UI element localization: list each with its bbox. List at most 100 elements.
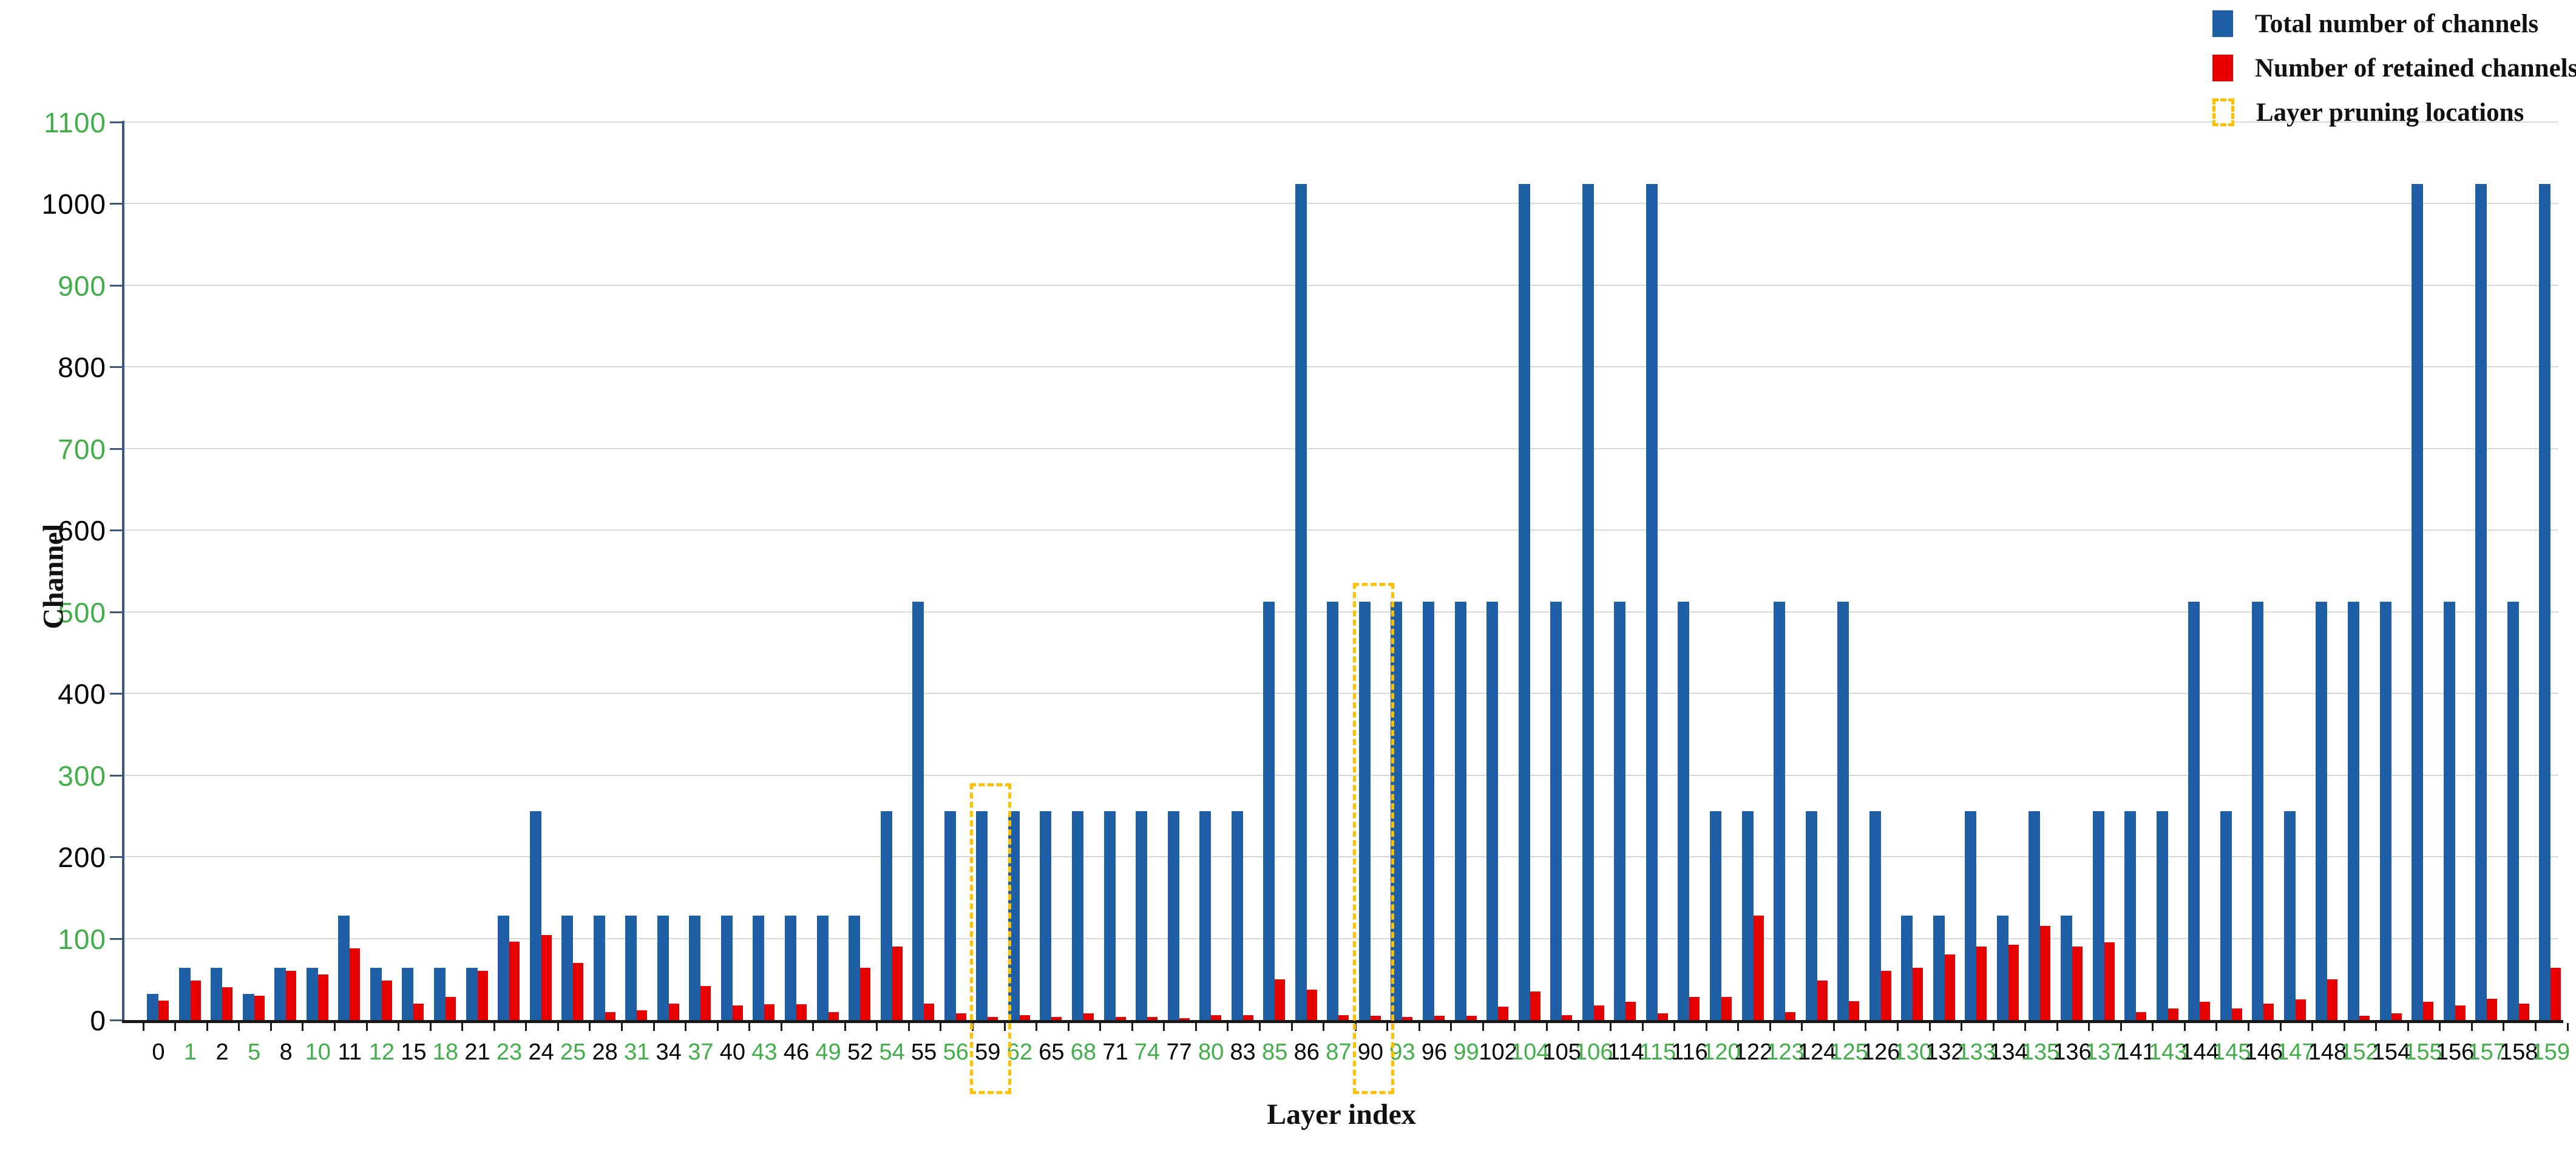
bar-total-channels xyxy=(1071,811,1083,1020)
y-tick-mark xyxy=(110,366,124,368)
bar-retained-channels xyxy=(1051,1016,1062,1020)
bar-total-channels xyxy=(2507,602,2519,1020)
x-axis-tick-mark xyxy=(1992,1023,1995,1031)
x-axis-tick-mark xyxy=(2024,1023,2027,1031)
y-tick-label: 700 xyxy=(58,433,106,465)
bar-retained-channels xyxy=(1179,1018,1190,1020)
y-tick-label: 1000 xyxy=(41,188,106,220)
gridline xyxy=(124,529,2558,531)
bar-retained-channels xyxy=(477,971,488,1020)
x-axis-tick-mark xyxy=(1801,1023,1803,1031)
y-tick-label: 900 xyxy=(58,270,106,302)
bar-total-channels xyxy=(816,915,829,1020)
x-tick-label: 12 xyxy=(368,1039,395,1065)
x-tick-label: 126 xyxy=(1861,1039,1900,1065)
bar-retained-channels xyxy=(381,981,392,1020)
bar-retained-channels xyxy=(700,985,711,1020)
x-tick-label: 10 xyxy=(305,1039,331,1065)
y-tick-mark xyxy=(110,937,124,940)
bar-total-channels xyxy=(1327,602,1339,1020)
bar-retained-channels xyxy=(317,974,328,1020)
x-tick-label: 106 xyxy=(1574,1039,1613,1065)
bar-total-channels xyxy=(657,915,669,1020)
bar-retained-channels xyxy=(1498,1007,1509,1020)
bar-retained-channels xyxy=(509,941,520,1020)
x-tick-label: 49 xyxy=(815,1039,841,1065)
x-tick-label: 85 xyxy=(1262,1039,1288,1065)
x-tick-label: 114 xyxy=(1607,1039,1644,1065)
x-tick-label: 122 xyxy=(1734,1039,1773,1065)
x-tick-label: 86 xyxy=(1293,1039,1320,1065)
legend-label: Number of retained channels xyxy=(2255,53,2576,83)
x-axis-tick-mark xyxy=(1514,1023,1516,1031)
x-tick-label: 77 xyxy=(1166,1039,1192,1065)
bar-total-channels xyxy=(498,915,510,1020)
x-tick-label: 46 xyxy=(783,1039,810,1065)
bar-total-channels xyxy=(1040,811,1052,1020)
bar-retained-channels xyxy=(158,1000,169,1020)
bar-total-channels xyxy=(2283,811,2296,1020)
x-axis-tick-mark xyxy=(2566,1023,2569,1031)
x-axis-tick-mark xyxy=(1195,1023,1197,1031)
x-tick-label: 2 xyxy=(215,1039,229,1065)
y-axis-title: Channel xyxy=(37,523,70,630)
bar-total-channels xyxy=(1103,811,1116,1020)
y-tick-mark xyxy=(110,121,124,123)
x-axis-tick-mark xyxy=(461,1023,464,1031)
x-axis-tick-mark xyxy=(365,1023,368,1031)
total-channels-swatch-icon xyxy=(2212,10,2233,37)
bar-total-channels xyxy=(1996,915,2008,1020)
x-axis-tick-mark xyxy=(2375,1023,2378,1031)
bar-retained-channels xyxy=(1147,1016,1158,1020)
bar-total-channels xyxy=(1869,811,1881,1020)
x-axis-tick-mark xyxy=(1290,1023,1293,1031)
bar-retained-channels xyxy=(860,967,871,1020)
bar-retained-channels xyxy=(1721,997,1732,1020)
bar-total-channels xyxy=(2316,602,2328,1020)
x-tick-label: 120 xyxy=(1702,1039,1741,1065)
x-tick-label: 147 xyxy=(2276,1039,2315,1065)
y-tick-label: 600 xyxy=(58,515,106,546)
bar-retained-channels xyxy=(1849,1001,1860,1020)
x-tick-label: 34 xyxy=(656,1039,682,1065)
x-axis-tick-mark xyxy=(1641,1023,1644,1031)
x-tick-label: 124 xyxy=(1797,1039,1837,1065)
bar-retained-channels xyxy=(1434,1016,1445,1020)
bar-retained-channels xyxy=(1657,1013,1668,1020)
x-tick-label: 146 xyxy=(2244,1039,2283,1065)
bar-total-channels xyxy=(1614,602,1626,1020)
x-tick-label: 99 xyxy=(1453,1039,1479,1065)
bar-retained-channels xyxy=(1402,1016,1413,1020)
bar-retained-channels xyxy=(637,1010,648,1020)
bar-retained-channels xyxy=(1338,1015,1349,1020)
gridline xyxy=(124,856,2558,857)
bar-retained-channels xyxy=(1530,991,1541,1020)
x-axis-tick-mark xyxy=(1323,1023,1325,1031)
x-tick-label: 28 xyxy=(592,1039,618,1065)
legend-label: Layer pruning locations xyxy=(2256,98,2524,127)
x-tick-label: 104 xyxy=(1510,1039,1550,1065)
bar-retained-channels xyxy=(2391,1013,2402,1020)
bar-retained-channels xyxy=(1019,1015,1030,1020)
x-axis-tick-mark xyxy=(238,1023,240,1031)
bar-retained-channels xyxy=(2487,999,2498,1020)
bar-retained-channels xyxy=(605,1012,615,1020)
x-axis-tick-mark xyxy=(2215,1023,2218,1031)
y-tick-label: 300 xyxy=(58,760,106,792)
x-tick-label: 132 xyxy=(1925,1039,1964,1065)
x-axis-tick-mark xyxy=(1737,1023,1740,1031)
bar-retained-channels xyxy=(445,997,456,1020)
x-tick-label: 123 xyxy=(1766,1039,1805,1065)
legend-item-pruning: Layer pruning locations xyxy=(2212,97,2524,128)
x-axis-tick-mark xyxy=(685,1023,687,1031)
bar-retained-channels xyxy=(796,1004,807,1020)
y-tick-mark xyxy=(110,1019,124,1021)
bar-total-channels xyxy=(1965,811,1977,1020)
bar-total-channels xyxy=(1423,602,1434,1020)
x-axis-tick-mark xyxy=(2470,1023,2473,1031)
bar-total-channels xyxy=(2029,811,2041,1020)
x-tick-label: 31 xyxy=(624,1039,650,1065)
x-axis-tick-mark xyxy=(2279,1023,2282,1031)
x-axis-tick-mark xyxy=(1035,1023,1038,1031)
x-tick-label: 71 xyxy=(1102,1039,1128,1065)
